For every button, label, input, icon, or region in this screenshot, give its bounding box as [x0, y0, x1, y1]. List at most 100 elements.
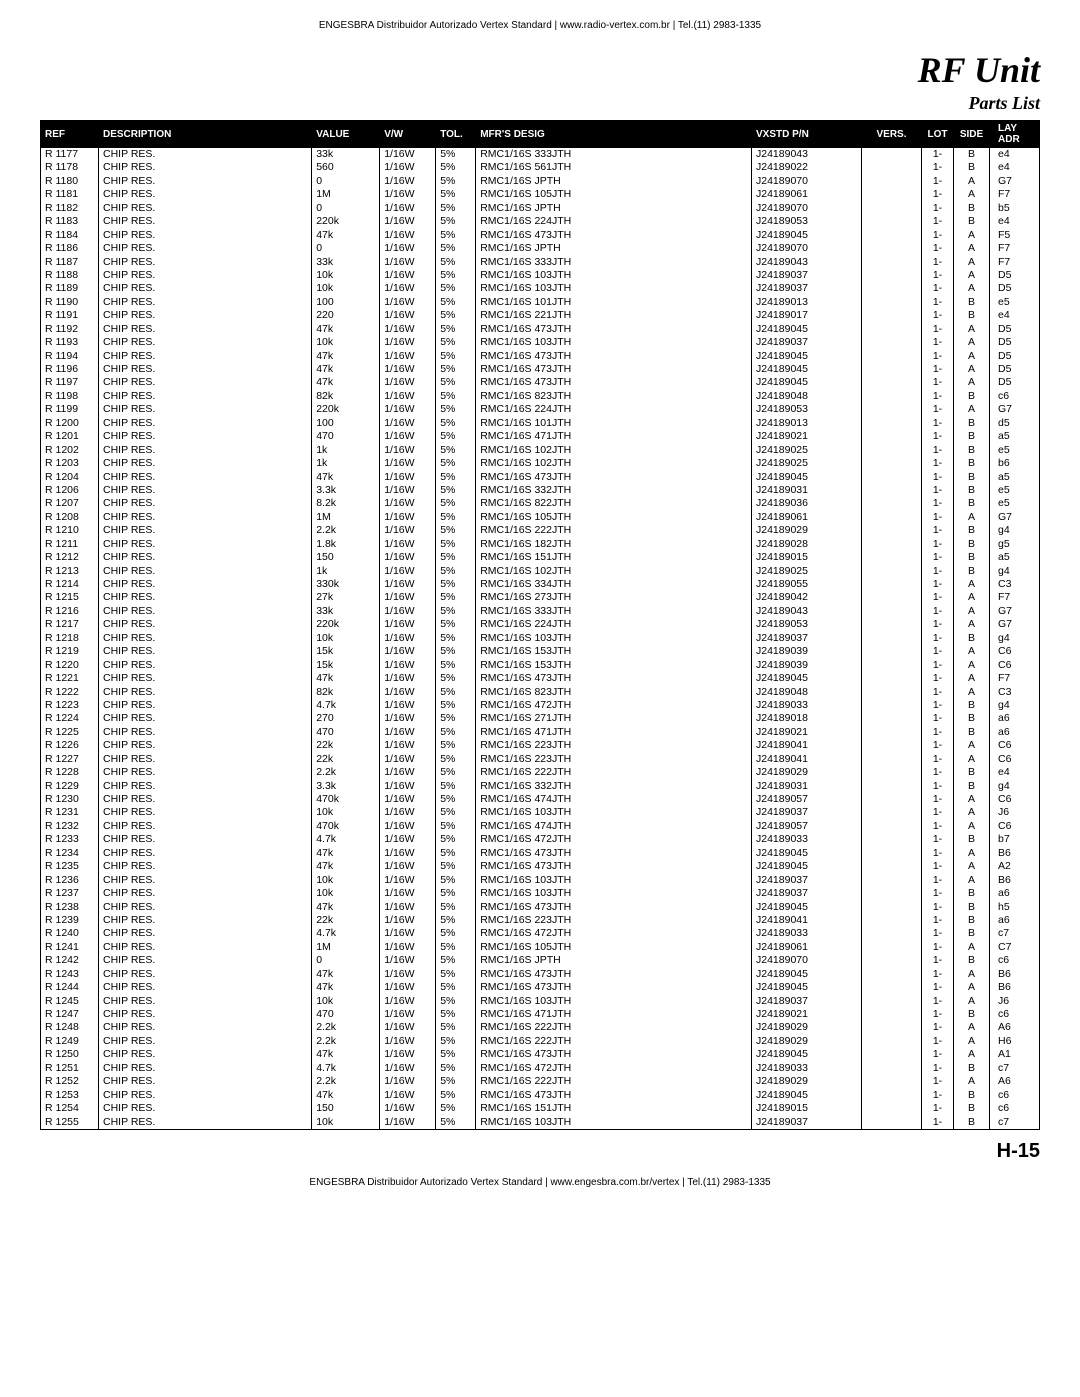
cell: [862, 484, 922, 497]
table-row: R 1218CHIP RES.10k1/16W5%RMC1/16S 103JTH…: [41, 632, 1040, 645]
cell: 10k: [312, 995, 380, 1008]
cell: 5%: [436, 350, 476, 363]
table-row: R 1253CHIP RES.47k1/16W5%RMC1/16S 473JTH…: [41, 1089, 1040, 1102]
cell: 5%: [436, 927, 476, 940]
cell: 47k: [312, 376, 380, 389]
cell: 1/16W: [380, 591, 436, 604]
cell: [862, 376, 922, 389]
cell: 1-: [922, 927, 954, 940]
cell: RMC1/16S 473JTH: [476, 860, 752, 873]
cell: 4.7k: [312, 927, 380, 940]
cell: 1/16W: [380, 726, 436, 739]
cell: 5%: [436, 457, 476, 470]
table-row: R 1242CHIP RES.01/16W5%RMC1/16S JPTHJ241…: [41, 954, 1040, 967]
cell: J24189045: [752, 323, 862, 336]
cell: J24189045: [752, 363, 862, 376]
cell: CHIP RES.: [99, 726, 312, 739]
cell: 5%: [436, 1035, 476, 1048]
cell: 5%: [436, 161, 476, 174]
cell: A6: [990, 1075, 1040, 1088]
cell: R 1226: [41, 739, 99, 752]
cell: J24189037: [752, 282, 862, 295]
cell: 5%: [436, 739, 476, 752]
cell: 15k: [312, 659, 380, 672]
cell: R 1255: [41, 1116, 99, 1130]
cell: 1/16W: [380, 390, 436, 403]
cell: 1-: [922, 1116, 954, 1130]
cell: RMC1/16S 105JTH: [476, 941, 752, 954]
cell: 1/16W: [380, 699, 436, 712]
cell: 1/16W: [380, 820, 436, 833]
cell: J24189037: [752, 1116, 862, 1130]
cell: 1-: [922, 524, 954, 537]
cell: A: [954, 1035, 990, 1048]
cell: e4: [990, 148, 1040, 162]
cell: d5: [990, 417, 1040, 430]
table-row: R 1199CHIP RES.220k1/16W5%RMC1/16S 224JT…: [41, 403, 1040, 416]
cell: CHIP RES.: [99, 753, 312, 766]
cell: A: [954, 941, 990, 954]
cell: CHIP RES.: [99, 242, 312, 255]
cell: 1-: [922, 551, 954, 564]
cell: J24189037: [752, 269, 862, 282]
cell: 1M: [312, 188, 380, 201]
table-row: R 1224CHIP RES.2701/16W5%RMC1/16S 271JTH…: [41, 712, 1040, 725]
cell: [862, 524, 922, 537]
table-row: R 1216CHIP RES.33k1/16W5%RMC1/16S 333JTH…: [41, 605, 1040, 618]
cell: R 1220: [41, 659, 99, 672]
cell: F7: [990, 242, 1040, 255]
cell: B: [954, 430, 990, 443]
cell: A: [954, 242, 990, 255]
cell: J24189070: [752, 242, 862, 255]
cell: 1-: [922, 229, 954, 242]
cell: B: [954, 296, 990, 309]
table-row: R 1221CHIP RES.47k1/16W5%RMC1/16S 473JTH…: [41, 672, 1040, 685]
cell: G7: [990, 618, 1040, 631]
cell: A2: [990, 860, 1040, 873]
cell: RMC1/16S 182JTH: [476, 538, 752, 551]
cell: 220k: [312, 403, 380, 416]
table-row: R 1241CHIP RES.1M1/16W5%RMC1/16S 105JTHJ…: [41, 941, 1040, 954]
cell: 220k: [312, 618, 380, 631]
cell: 1/16W: [380, 1035, 436, 1048]
cell: R 1192: [41, 323, 99, 336]
cell: [862, 739, 922, 752]
cell: 1-: [922, 430, 954, 443]
cell: RMC1/16S 103JTH: [476, 632, 752, 645]
cell: 1/16W: [380, 1008, 436, 1021]
cell: 1-: [922, 148, 954, 162]
cell: [862, 242, 922, 255]
cell: 1-: [922, 215, 954, 228]
cell: A: [954, 753, 990, 766]
cell: [862, 511, 922, 524]
cell: J24189057: [752, 820, 862, 833]
cell: RMC1/16S 222JTH: [476, 1021, 752, 1034]
cell: [862, 1008, 922, 1021]
cell: 1-: [922, 726, 954, 739]
cell: 1/16W: [380, 954, 436, 967]
cell: R 1232: [41, 820, 99, 833]
cell: RMC1/16S 472JTH: [476, 1062, 752, 1075]
cell: J24189039: [752, 659, 862, 672]
cell: 1/16W: [380, 1048, 436, 1061]
cell: C6: [990, 739, 1040, 752]
cell: 5%: [436, 1062, 476, 1075]
cell: 5%: [436, 484, 476, 497]
cell: RMC1/16S 105JTH: [476, 188, 752, 201]
cell: 1/16W: [380, 229, 436, 242]
cell: g5: [990, 538, 1040, 551]
cell: RMC1/16S JPTH: [476, 202, 752, 215]
col-value: VALUE: [312, 121, 380, 148]
cell: CHIP RES.: [99, 363, 312, 376]
cell: CHIP RES.: [99, 309, 312, 322]
cell: RMC1/16S 103JTH: [476, 806, 752, 819]
cell: R 1230: [41, 793, 99, 806]
table-row: R 1217CHIP RES.220k1/16W5%RMC1/16S 224JT…: [41, 618, 1040, 631]
cell: g4: [990, 780, 1040, 793]
cell: 3.3k: [312, 780, 380, 793]
table-row: R 1213CHIP RES.1k1/16W5%RMC1/16S 102JTHJ…: [41, 565, 1040, 578]
cell: R 1211: [41, 538, 99, 551]
cell: CHIP RES.: [99, 699, 312, 712]
cell: 33k: [312, 256, 380, 269]
cell: 5%: [436, 686, 476, 699]
